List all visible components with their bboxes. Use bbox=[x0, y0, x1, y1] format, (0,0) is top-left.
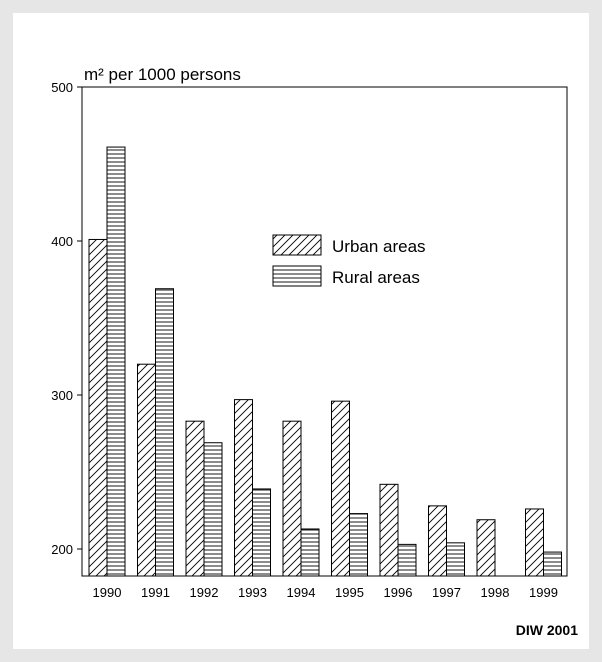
bar-urban-1999 bbox=[525, 508, 544, 577]
bar-urban-1996 bbox=[379, 483, 399, 577]
legend-label-rural: Rural areas bbox=[332, 268, 420, 287]
bar-urban-1997 bbox=[428, 505, 447, 577]
bar-rural-1993 bbox=[252, 488, 271, 577]
x-tick-label-1998: 1998 bbox=[481, 585, 510, 600]
bar-rural-1995 bbox=[349, 513, 368, 577]
bar-rural-1996 bbox=[397, 543, 417, 577]
bar-urban-1993 bbox=[234, 399, 253, 577]
y-tick-label-300: 300 bbox=[51, 388, 73, 403]
y-tick-label-400: 400 bbox=[51, 234, 73, 249]
plot-frame bbox=[81, 86, 568, 577]
y-tick-label-200: 200 bbox=[51, 542, 73, 557]
bar-urban-1994 bbox=[282, 420, 302, 577]
bar-urban-1995 bbox=[331, 400, 350, 577]
bar-rural-1999 bbox=[543, 551, 562, 577]
source-label: DIW 2001 bbox=[516, 622, 578, 638]
bar-rural-1992 bbox=[203, 442, 223, 577]
bar-urban-1992 bbox=[185, 420, 205, 577]
bar-rural-1997 bbox=[446, 542, 465, 577]
legend-label-urban: Urban areas bbox=[332, 237, 426, 256]
x-tick-label-1999: 1999 bbox=[529, 585, 558, 600]
bar-urban-1991 bbox=[137, 363, 156, 577]
bar-rural-1991 bbox=[155, 288, 174, 577]
bar-urban-1998 bbox=[476, 519, 496, 577]
bar-rural-1990 bbox=[106, 146, 126, 577]
legend-swatch-urban bbox=[272, 234, 322, 256]
unit-label: m² per 1000 persons bbox=[84, 65, 241, 84]
x-tick-label-1993: 1993 bbox=[238, 585, 267, 600]
bar-rural-1994 bbox=[300, 528, 320, 577]
legend: Urban areas Rural areas bbox=[272, 234, 426, 287]
x-tick-label-1992: 1992 bbox=[190, 585, 219, 600]
x-tick-label-1995: 1995 bbox=[335, 585, 364, 600]
y-tick-label-500: 500 bbox=[51, 80, 73, 95]
x-tick-label-1996: 1996 bbox=[384, 585, 413, 600]
x-tick-label-1991: 1991 bbox=[141, 585, 170, 600]
legend-swatch-rural bbox=[272, 265, 322, 287]
bar-urban-1990 bbox=[88, 238, 108, 577]
x-tick-label-1990: 1990 bbox=[93, 585, 122, 600]
x-tick-label-1994: 1994 bbox=[287, 585, 316, 600]
x-tick-label-1997: 1997 bbox=[432, 585, 461, 600]
